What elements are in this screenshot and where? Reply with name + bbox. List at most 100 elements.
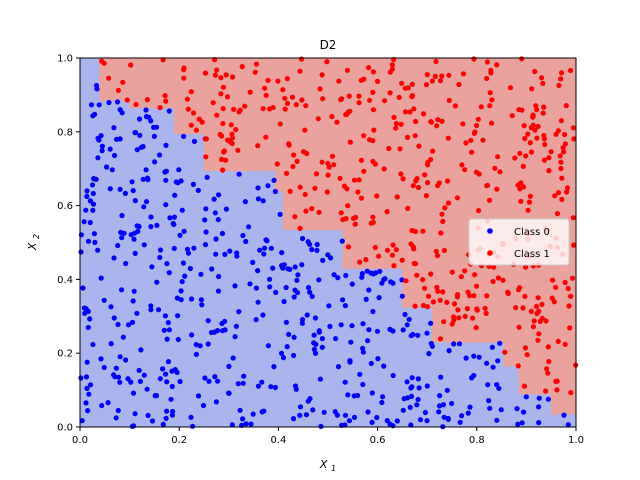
class0-point [120, 334, 126, 340]
class1-point [391, 263, 397, 269]
class0-point [83, 400, 89, 406]
class0-point [314, 247, 320, 253]
class1-point [556, 82, 562, 89]
class0-point [333, 336, 339, 342]
class0-point [212, 374, 218, 380]
class1-point [181, 65, 187, 71]
class1-point [223, 72, 229, 78]
class1-point [421, 111, 427, 117]
class1-point [517, 285, 523, 291]
class1-point [287, 188, 293, 194]
class1-point [319, 159, 325, 165]
class1-point [483, 310, 489, 316]
class0-point [417, 417, 423, 423]
class0-point [99, 143, 105, 149]
class0-point [294, 277, 300, 283]
class1-point [519, 107, 525, 113]
class1-point [303, 208, 309, 214]
class1-point [559, 175, 565, 181]
class0-point [280, 355, 287, 361]
class1-point [274, 161, 280, 167]
class1-point [433, 58, 439, 64]
class1-point [376, 253, 382, 259]
class1-point [494, 62, 500, 68]
class0-point [424, 383, 430, 389]
class0-point [295, 272, 301, 278]
class1-point [299, 97, 305, 103]
class0-point [342, 303, 348, 309]
class1-point [552, 193, 558, 199]
class0-point [111, 255, 117, 261]
class0-point [497, 340, 503, 346]
class1-point [411, 106, 417, 112]
class0-point [90, 341, 96, 348]
class0-point [154, 279, 160, 285]
class0-point [178, 288, 184, 294]
class1-point [541, 157, 548, 163]
class0-point [84, 359, 90, 365]
class1-point [562, 341, 568, 347]
class0-point [166, 327, 172, 333]
class0-point [394, 418, 400, 424]
class0-point [299, 316, 306, 323]
class1-point [428, 119, 434, 125]
class0-point [399, 277, 405, 283]
class1-point [220, 84, 226, 90]
class1-point [449, 321, 455, 327]
class1-point [345, 244, 352, 250]
class1-point [562, 279, 568, 286]
class0-point [328, 255, 334, 261]
class1-point [398, 171, 404, 177]
class0-point [81, 219, 87, 225]
class0-point [241, 373, 247, 379]
class1-point [231, 106, 237, 112]
class1-point [554, 211, 561, 217]
class1-point [411, 260, 417, 266]
class1-point [386, 145, 392, 152]
class1-point [133, 101, 139, 107]
class1-point [558, 76, 564, 82]
class0-point [297, 404, 304, 410]
class0-point [312, 315, 319, 321]
class0-point [107, 146, 113, 152]
class1-point [507, 85, 514, 91]
class0-point [463, 355, 469, 361]
class1-point [399, 80, 405, 86]
class0-point [78, 249, 84, 255]
x-axis-label-text: X [319, 458, 328, 471]
legend-marker-class0 [487, 228, 493, 234]
class1-point [491, 264, 497, 270]
class0-point [286, 331, 292, 337]
class1-point [528, 308, 535, 314]
class1-point [543, 388, 549, 394]
class1-point [515, 363, 521, 369]
class0-point [374, 414, 380, 421]
class1-point [384, 247, 391, 253]
class0-point [161, 327, 167, 333]
class0-point [335, 364, 342, 370]
class1-point [337, 175, 343, 181]
class0-point [78, 375, 84, 381]
class0-point [164, 408, 170, 414]
class0-point [125, 322, 132, 328]
class0-point [208, 329, 215, 336]
class0-point [401, 396, 407, 402]
class0-point [272, 384, 278, 391]
class1-point [521, 123, 527, 129]
class0-point [494, 382, 500, 388]
class1-point [456, 81, 462, 88]
class0-point [561, 412, 567, 418]
class1-point [441, 247, 447, 254]
class0-point [363, 296, 369, 302]
class0-point [212, 210, 218, 216]
class1-point [370, 138, 376, 144]
class0-point [98, 133, 104, 139]
class0-point [283, 284, 289, 291]
class1-point [489, 120, 495, 126]
y-tick-label: 0.8 [57, 127, 73, 138]
class1-point [185, 106, 191, 112]
class0-point [321, 409, 327, 415]
class1-point [181, 75, 187, 81]
class1-point [492, 165, 498, 171]
class0-point [240, 416, 246, 422]
